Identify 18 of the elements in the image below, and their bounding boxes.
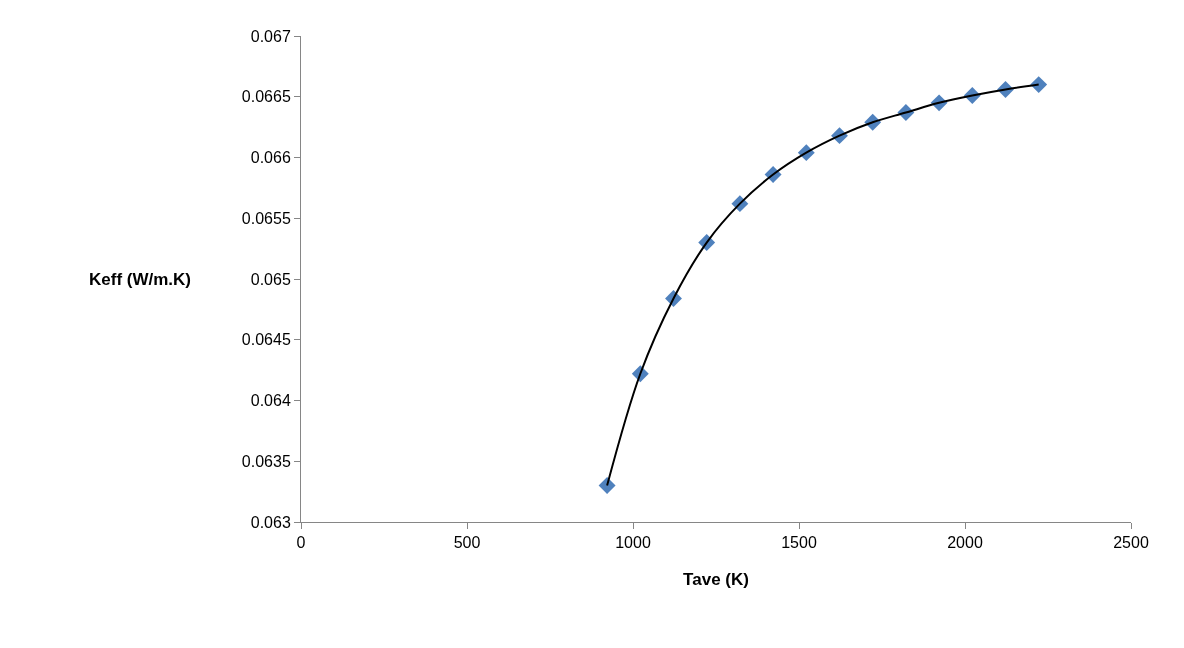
x-tick-label: 0 xyxy=(296,534,306,552)
x-axis-title: Tave (K) xyxy=(683,569,749,589)
y-tick-label: 0.065 xyxy=(250,270,291,288)
x-tick-label: 500 xyxy=(453,534,481,552)
y-tick-label: 0.0645 xyxy=(241,331,291,349)
y-tick-label: 0.063 xyxy=(250,513,291,531)
y-tick-label: 0.067 xyxy=(250,27,291,45)
y-tick-label: 0.066 xyxy=(250,149,291,167)
y-tick-label: 0.0665 xyxy=(241,88,291,106)
y-tick-label: 0.064 xyxy=(250,392,291,410)
point xyxy=(598,477,616,494)
x-tick-label: 1000 xyxy=(615,534,651,552)
x-tick-label: 1500 xyxy=(781,534,817,552)
x-tick-label: 2500 xyxy=(1113,534,1149,552)
y-tick-label: 0.0635 xyxy=(241,452,291,470)
y-axis-title: Keff (W/m.K) xyxy=(89,270,191,289)
x-tick-label: 2000 xyxy=(947,534,983,552)
y-tick-label: 0.0655 xyxy=(241,209,291,227)
